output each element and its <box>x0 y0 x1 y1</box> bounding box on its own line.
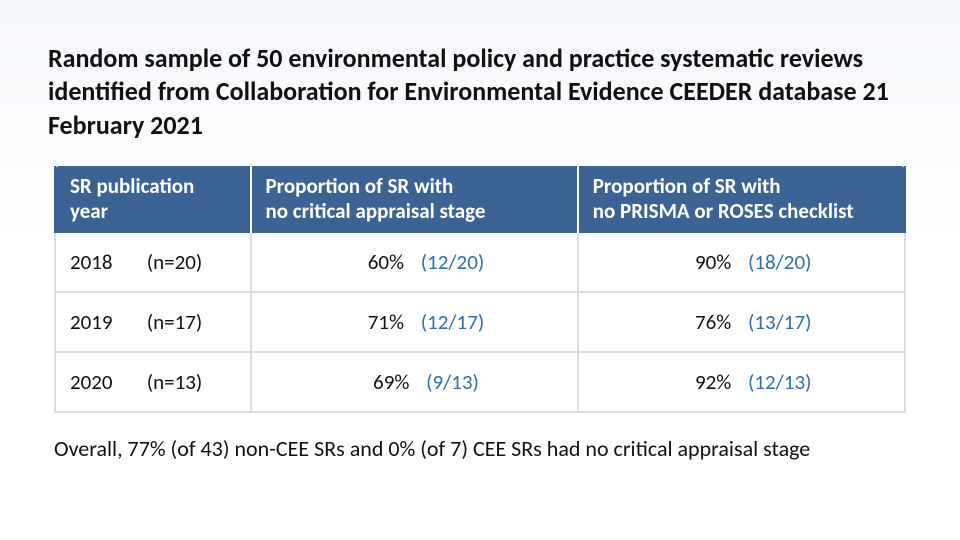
footer-summary: Overall, 77% (of 43) non-CEE SRs and 0% … <box>48 435 912 462</box>
prisma-frac: (13/17) <box>748 309 811 335</box>
year-value: 2018 <box>70 249 130 275</box>
cell-appraisal: 69% (9/13) <box>251 352 578 412</box>
col-header-appraisal: Proportion of SR with no critical apprai… <box>251 166 578 234</box>
cell-appraisal: 60% (12/20) <box>251 233 578 292</box>
appraisal-pct: 71% <box>344 309 404 335</box>
cell-year: 2019 (n=17) <box>55 292 251 352</box>
prisma-pct: 90% <box>671 249 731 275</box>
col-header-year-l1: SR publication <box>70 173 194 199</box>
appraisal-pct: 69% <box>349 369 409 395</box>
col-header-appraisal-l2: no critical appraisal stage <box>266 198 486 224</box>
appraisal-pct: 60% <box>344 249 404 275</box>
year-value: 2019 <box>70 309 130 335</box>
col-header-year-l2: year <box>70 198 108 224</box>
cell-appraisal: 71% (12/17) <box>251 292 578 352</box>
data-table-container: SR publication year Proportion of SR wit… <box>54 166 906 414</box>
table-row: 2019 (n=17) 71% (12/17) 76% (13/17) <box>55 292 905 352</box>
col-header-prisma-l1: Proportion of SR with <box>593 173 781 199</box>
data-table: SR publication year Proportion of SR wit… <box>54 166 906 414</box>
slide: Random sample of 50 environmental policy… <box>0 0 960 482</box>
appraisal-frac: (12/20) <box>421 249 484 275</box>
prisma-frac: (12/13) <box>748 369 811 395</box>
prisma-pct: 76% <box>671 309 731 335</box>
cell-year: 2020 (n=13) <box>55 352 251 412</box>
table-header-row: SR publication year Proportion of SR wit… <box>55 166 905 234</box>
year-value: 2020 <box>70 369 130 395</box>
prisma-pct: 92% <box>671 369 731 395</box>
cell-year: 2018 (n=20) <box>55 233 251 292</box>
table-row: 2018 (n=20) 60% (12/20) 90% (18/20) <box>55 233 905 292</box>
prisma-frac: (18/20) <box>748 249 811 275</box>
appraisal-frac: (9/13) <box>426 369 479 395</box>
year-n: (n=20) <box>147 249 203 275</box>
table-row: 2020 (n=13) 69% (9/13) 92% (12/13) <box>55 352 905 412</box>
slide-title: Random sample of 50 environmental policy… <box>48 42 912 142</box>
col-header-prisma-l2: no PRISMA or ROSES checklist <box>593 198 854 224</box>
cell-prisma: 76% (13/17) <box>578 292 905 352</box>
year-n: (n=17) <box>147 309 203 335</box>
year-n: (n=13) <box>147 369 203 395</box>
cell-prisma: 90% (18/20) <box>578 233 905 292</box>
col-header-prisma: Proportion of SR with no PRISMA or ROSES… <box>578 166 905 234</box>
appraisal-frac: (12/17) <box>421 309 484 335</box>
col-header-year: SR publication year <box>55 166 251 234</box>
cell-prisma: 92% (12/13) <box>578 352 905 412</box>
col-header-appraisal-l1: Proportion of SR with <box>266 173 454 199</box>
